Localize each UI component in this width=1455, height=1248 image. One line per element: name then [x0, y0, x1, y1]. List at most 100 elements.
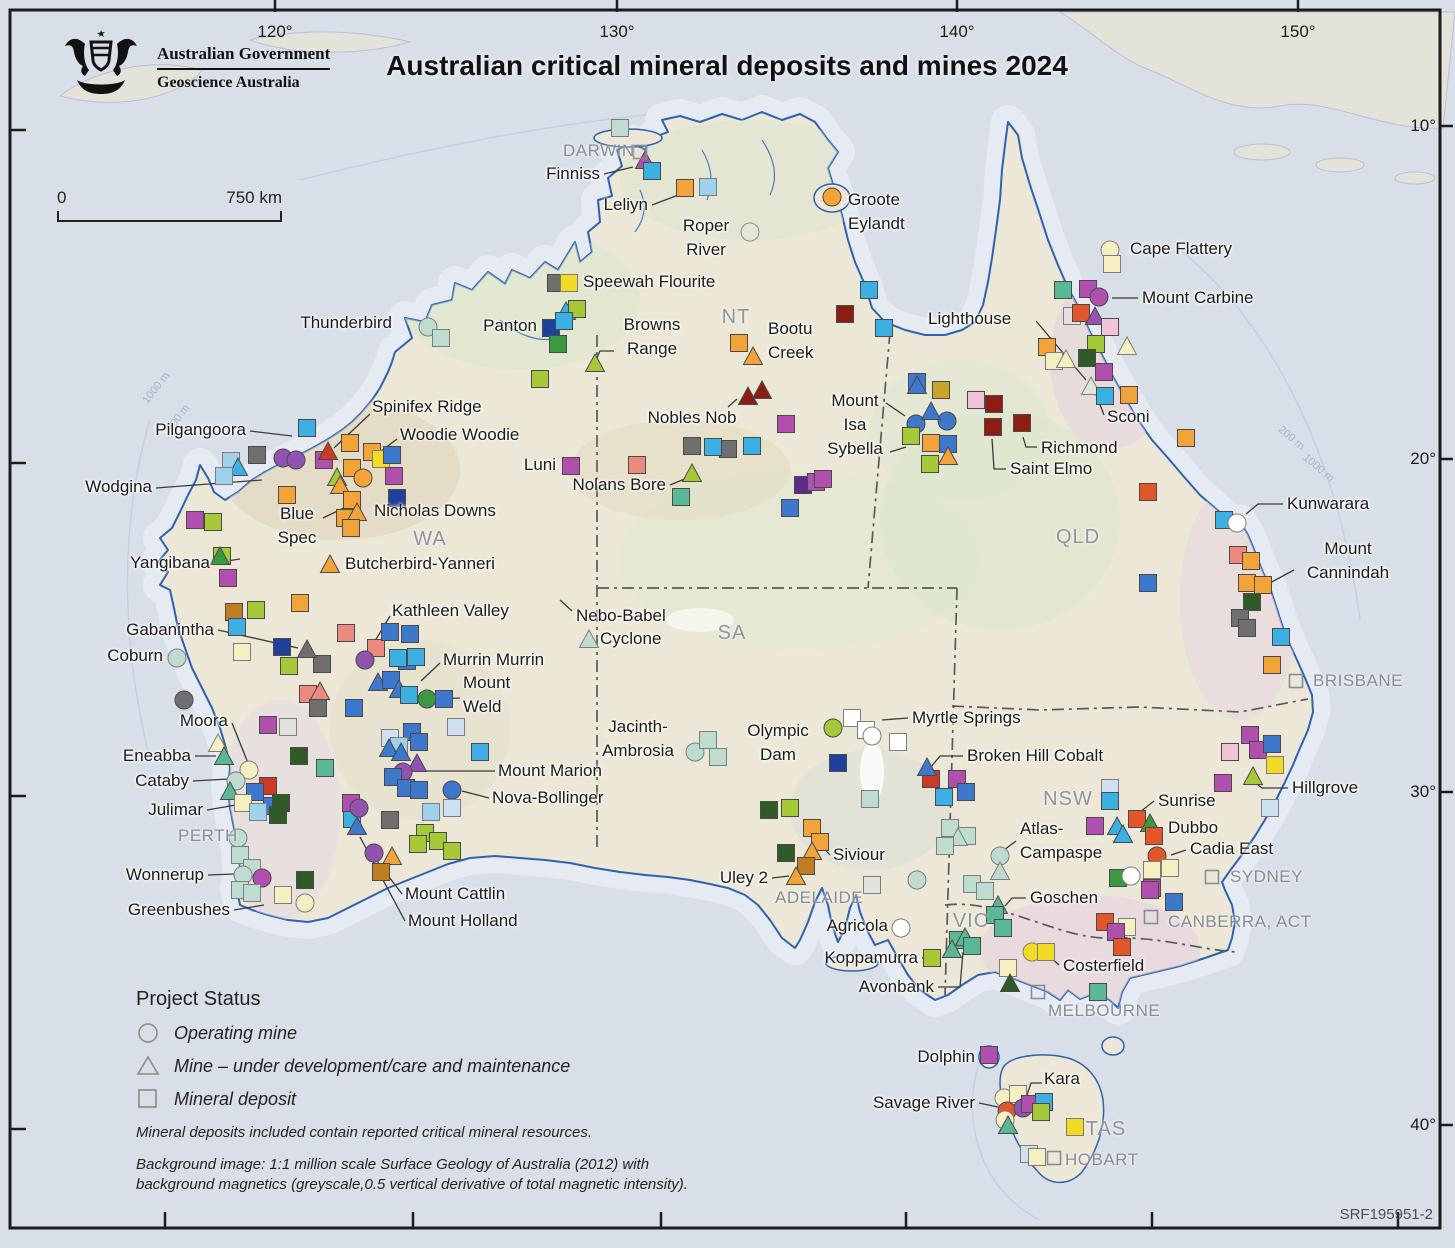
mineral-deposit-square: [429, 832, 447, 850]
mineral-deposit-square: [1254, 576, 1272, 594]
mineral-deposit-square: [234, 794, 252, 812]
mineral-deposit-square: [1054, 281, 1072, 299]
label-leader-line: [207, 873, 236, 876]
mineral-deposit-square: [1113, 938, 1131, 956]
agency-division: Geoscience Australia: [157, 74, 300, 91]
mineral-deposit-square: [243, 884, 261, 902]
label-leader-line: [379, 438, 398, 453]
deposit-markers: [167, 119, 1290, 1166]
scale-start: 0: [57, 188, 67, 207]
label-leader-line: [1022, 436, 1037, 448]
label-leader-line: [192, 778, 229, 782]
label-leader-line: [1035, 320, 1087, 381]
mine-development-triangle: [406, 752, 428, 772]
mineral-deposit-square: [422, 803, 440, 821]
label-leader-line: [1004, 897, 1026, 907]
mineral-deposit-square: [186, 511, 204, 529]
mineral-deposit-square: [447, 718, 465, 736]
mineral-deposit-square: [1101, 318, 1119, 336]
mine-development-triangle: [941, 938, 963, 958]
mineral-deposit-square: [1214, 774, 1232, 792]
mineral-deposit-square: [381, 811, 399, 829]
mineral-deposit-square: [932, 381, 950, 399]
mineral-deposit-square: [215, 467, 233, 485]
operating-mine-circle: [349, 798, 369, 818]
legend-circle: [138, 1023, 158, 1043]
mine-development-triangle: [1055, 348, 1077, 368]
mineral-deposit-square: [409, 835, 427, 853]
mineral-deposit-square: [921, 455, 939, 473]
mine-development-triangle: [319, 553, 341, 573]
mineral-deposit-square: [875, 319, 893, 337]
mineral-deposit-square: [385, 467, 403, 485]
mine-development-triangle: [227, 456, 249, 476]
mineral-deposit-square: [337, 624, 355, 642]
mineral-deposit-square: [699, 178, 717, 196]
mineral-deposit-square: [1177, 429, 1195, 447]
mineral-deposit-square: [980, 1046, 998, 1064]
mine-development-triangle: [737, 385, 759, 405]
mine-development-triangle: [989, 860, 1011, 880]
mineral-deposit-square: [345, 699, 363, 717]
mine-development-triangle: [785, 865, 807, 885]
label-leader-line: [249, 430, 293, 437]
mineral-deposit-square: [309, 699, 327, 717]
label-leader-line: [231, 722, 249, 764]
mineral-deposit-square: [1101, 792, 1119, 810]
mineral-deposit-square: [922, 434, 940, 452]
mineral-deposit-square: [902, 427, 920, 445]
mineral-deposit-square: [562, 457, 580, 475]
label-leader-line: [1170, 849, 1187, 856]
city-symbol: [1046, 1150, 1062, 1166]
label-leader-line: [771, 875, 790, 879]
mineral-deposit-square: [291, 594, 309, 612]
mineral-deposit-square: [1165, 893, 1183, 911]
mineral-deposit-square: [860, 281, 878, 299]
label-leader-line: [930, 755, 963, 768]
mineral-deposit-square: [1028, 1148, 1046, 1166]
mineral-deposit-square: [1139, 574, 1157, 592]
mine-development-triangle: [317, 440, 339, 460]
mine-development-triangle: [906, 374, 928, 394]
mineral-deposit-square: [1072, 304, 1090, 322]
legend-circle-icon: [138, 1023, 158, 1043]
legend-square: [138, 1089, 157, 1108]
mine-development-triangle: [390, 741, 412, 761]
sheet-id: SRF195951-2: [1339, 1206, 1433, 1223]
mineral-deposit-square: [1272, 628, 1290, 646]
label-leader-line: [889, 446, 907, 453]
mineral-deposit-square: [709, 748, 727, 766]
operating-mine-circle: [417, 689, 437, 709]
mineral-deposit-square: [829, 754, 847, 772]
label-leader-line: [1245, 503, 1283, 515]
mineral-deposit-square: [298, 419, 316, 437]
mineral-deposit-square: [781, 499, 799, 517]
legend-item-label: Mine – under development/care and mainte…: [174, 1055, 571, 1076]
mineral-deposit-square: [843, 709, 861, 727]
operating-mine-circle: [228, 828, 248, 848]
label-leader-line: [991, 438, 1006, 470]
neighbouring-landmasses: [58, 11, 1455, 185]
label-leader-line: [1025, 1082, 1042, 1099]
mineral-deposit-square: [699, 731, 717, 749]
mineral-deposit-square: [560, 274, 578, 292]
mineral-deposit-square: [1242, 552, 1260, 570]
mineral-deposit-square: [1161, 859, 1179, 877]
operating-mine-circle: [353, 468, 373, 488]
mineral-deposit-square: [531, 370, 549, 388]
mineral-deposit-square: [225, 603, 243, 621]
mine-development-triangle: [916, 756, 938, 776]
mineral-deposit-square: [963, 937, 981, 955]
legend-item: Operating mine: [136, 1021, 696, 1045]
city-symbol: [1288, 673, 1304, 689]
mineral-deposit-square: [967, 391, 985, 409]
mineral-deposit-square: [676, 179, 694, 197]
label-leader-line: [155, 479, 263, 489]
mineral-deposit-square: [777, 844, 795, 862]
mineral-deposit-square: [1263, 656, 1281, 674]
mineral-deposit-square: [1139, 483, 1157, 501]
mineral-deposit-square: [432, 329, 450, 347]
mineral-deposit-square: [1143, 861, 1161, 879]
mineral-deposit-square: [672, 488, 690, 506]
scale-bar: 0 750 km: [57, 188, 282, 222]
